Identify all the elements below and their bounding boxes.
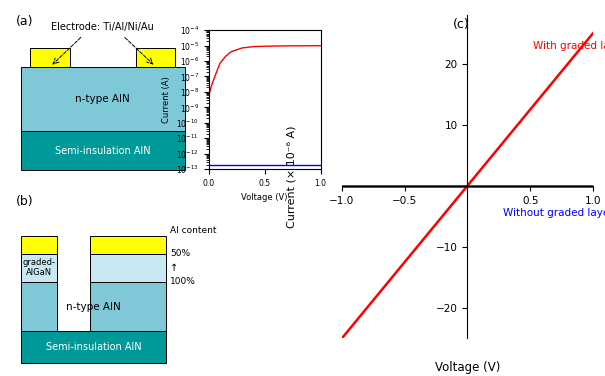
Text: Semi-insulation AlN: Semi-insulation AlN [46,342,142,352]
Bar [90,236,166,253]
Text: (a): (a) [16,15,33,28]
Bar [21,130,185,170]
Y-axis label: Current (A): Current (A) [162,76,171,123]
Text: With graded layer: With graded layer [532,41,605,50]
Text: (c): (c) [453,18,469,31]
Y-axis label: Current (× 10⁻⁶ A): Current (× 10⁻⁶ A) [287,126,296,228]
Bar [21,253,57,282]
Text: ↑: ↑ [170,263,178,273]
Bar [21,282,166,331]
Text: Without graded layer: Without graded layer [503,208,605,218]
Text: n-type AlN: n-type AlN [76,94,130,104]
Text: (b): (b) [16,195,33,208]
Text: Electrode: Ti/Al/Ni/Au: Electrode: Ti/Al/Ni/Au [51,22,154,32]
Text: Semi-insulation AlN: Semi-insulation AlN [55,146,151,156]
Bar [90,253,166,282]
Bar [21,67,185,130]
Bar [21,331,166,363]
Text: Al content: Al content [170,226,217,235]
Text: n-type AlN: n-type AlN [67,302,121,312]
Text: graded-
AlGaN: graded- AlGaN [23,258,56,277]
X-axis label: Voltage (V): Voltage (V) [434,361,500,374]
Bar [136,48,175,67]
X-axis label: Voltage (V): Voltage (V) [241,194,288,203]
Bar [21,236,57,253]
Text: 100%: 100% [170,277,196,287]
Text: 50%: 50% [170,249,190,258]
Bar [30,48,70,67]
Bar [57,253,90,331]
